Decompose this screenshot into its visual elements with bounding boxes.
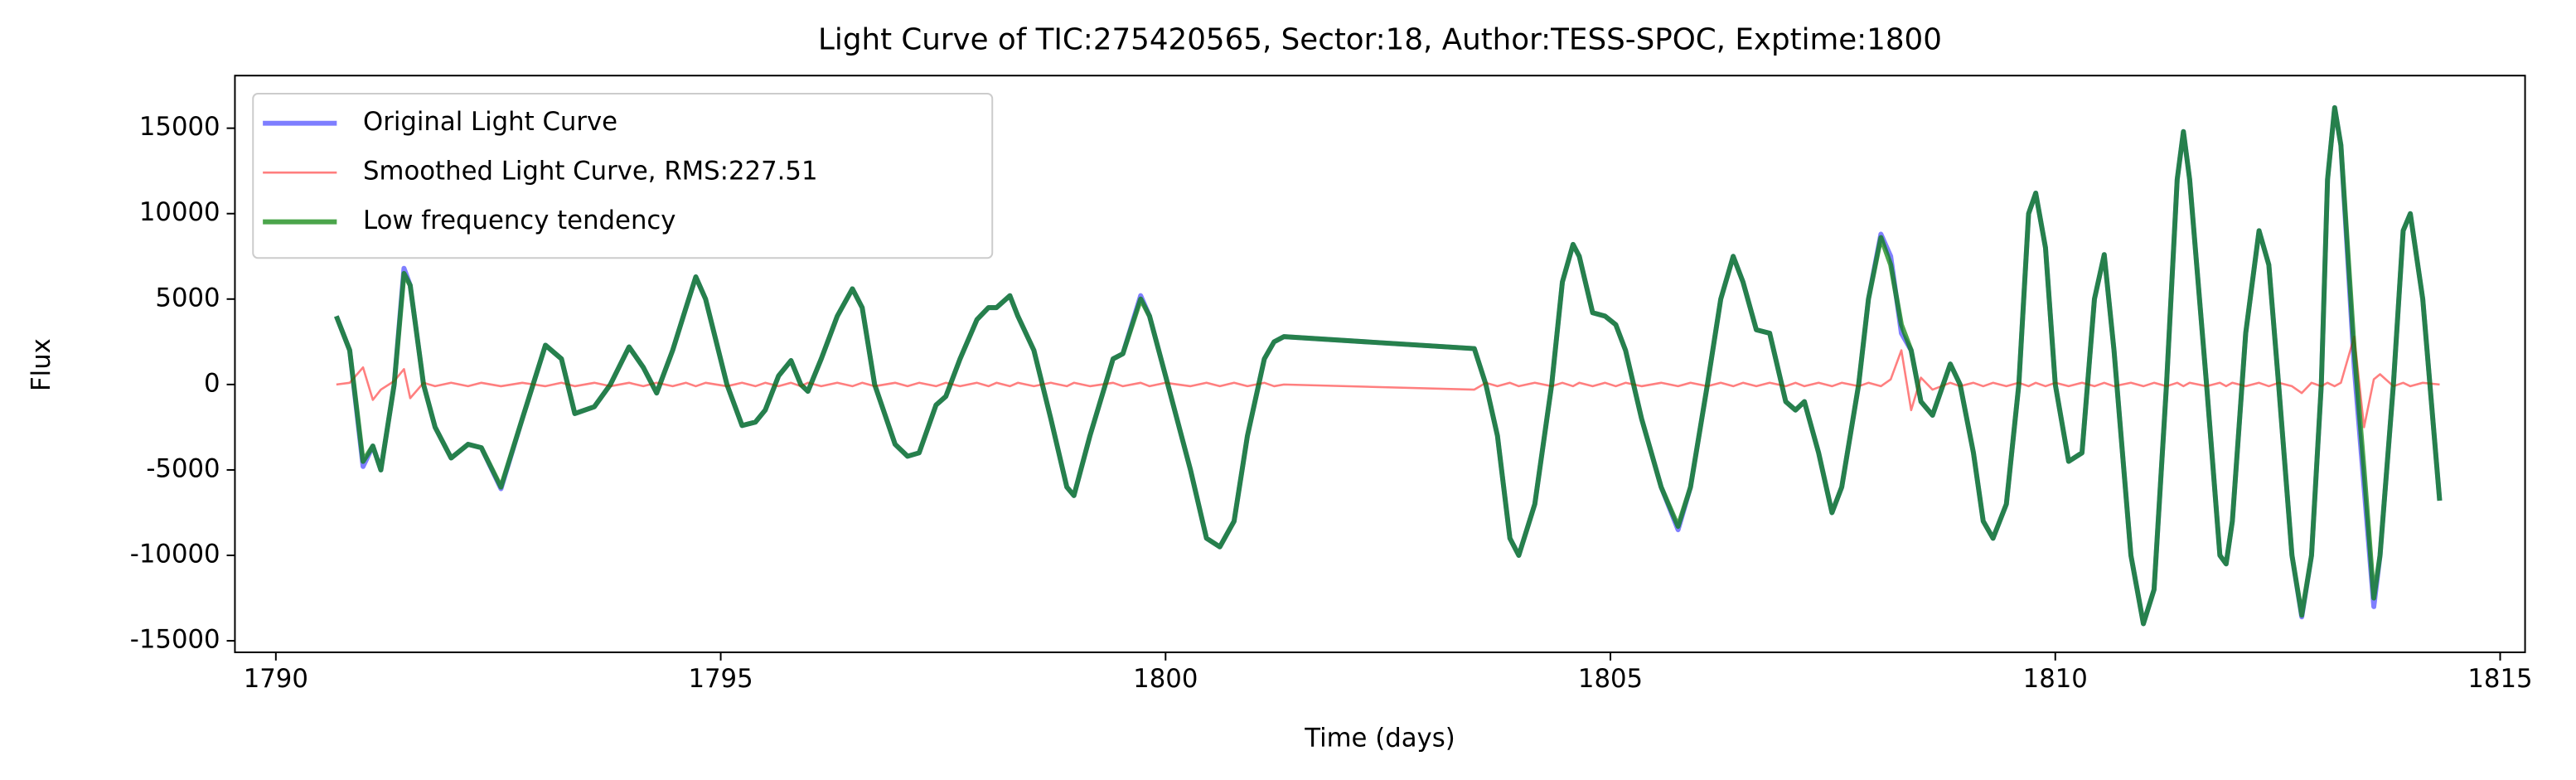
y-tick-label: 10000: [139, 197, 220, 227]
chart-title: Light Curve of TIC:275420565, Sector:18,…: [818, 23, 1942, 57]
legend-label: Smoothed Light Curve, RMS:227.51: [363, 157, 817, 187]
legend-label: Original Light Curve: [363, 107, 617, 137]
y-tick-label: 15000: [139, 112, 220, 142]
y-tick-label: -5000: [146, 453, 220, 483]
x-tick-label: 1815: [2467, 664, 2532, 694]
x-tick-label: 1795: [688, 664, 753, 694]
y-tick-label: -10000: [130, 540, 220, 569]
series-line: [334, 104, 2443, 627]
legend: Original Light Curve Smoothed Light Curve…: [252, 93, 994, 259]
legend-label: Low frequency tendency: [363, 206, 675, 235]
x-tick-label: 1800: [1133, 664, 1198, 694]
x-tick-label: 1790: [244, 664, 308, 694]
x-tick-label: 1810: [2023, 664, 2088, 694]
x-tick-label: 1805: [1578, 664, 1643, 694]
plot-frame: [234, 75, 2526, 653]
y-tick-label: 0: [204, 368, 220, 398]
x-axis-label: Time (days): [1304, 724, 1455, 753]
series-line: [336, 335, 2440, 429]
y-axis-label: Flux: [27, 338, 56, 391]
y-tick-label: 5000: [155, 283, 220, 312]
y-tick-label: -15000: [130, 625, 220, 655]
legend-box: [252, 93, 994, 259]
